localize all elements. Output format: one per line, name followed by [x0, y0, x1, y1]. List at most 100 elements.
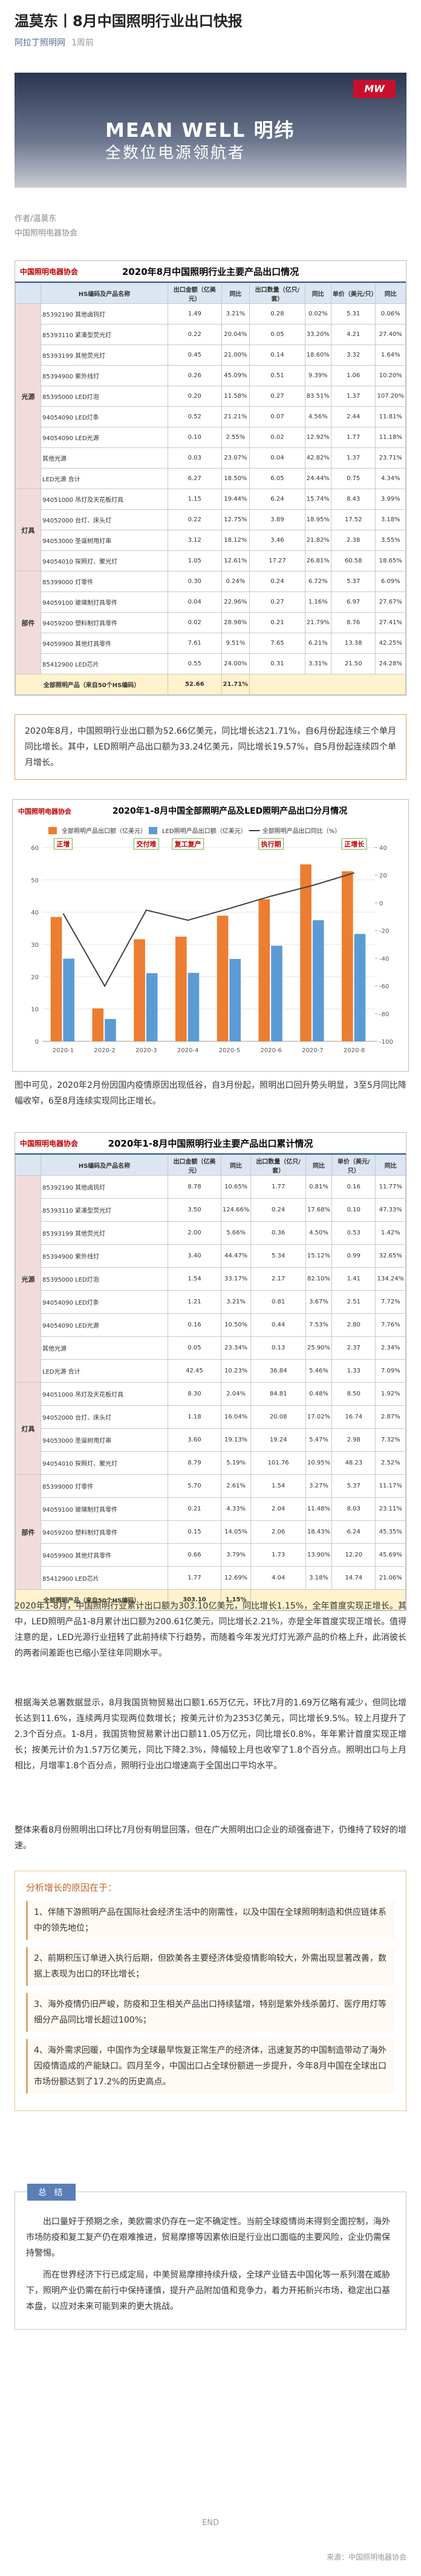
cell: 2.38 — [330, 530, 376, 551]
row: LED光源 合计 42.45 10.23% 36.84 5.46% 1.33 7.09% — [16, 1359, 406, 1383]
cell: 0.27 — [249, 386, 305, 407]
cell: 1.54 — [250, 1474, 306, 1498]
banner[interactable]: MW MEAN WELL 明纬 全数位电源领航者 — [15, 73, 406, 188]
cell: 24.00% — [221, 653, 250, 674]
cell: 85392190 其他卤钨灯 — [41, 303, 168, 324]
row: 85393110 紧凑型荧光灯 0.22 20.04% 0.05 33.20% 4.21 2… — [16, 324, 406, 345]
legend-label: LED照明产品出口额（亿美元） — [162, 827, 247, 835]
y2-tick-label: 0 — [379, 900, 383, 907]
cell: 0.66 — [168, 1543, 221, 1567]
x-tick-label: 2020-8 — [344, 1047, 365, 1054]
bar — [300, 864, 312, 1041]
row: 85395000 LED灯泡 0.20 11.58% 0.27 83.51% 1.37 10… — [16, 386, 406, 407]
cell: 1.21 — [168, 1290, 221, 1314]
cell: 94053000 圣诞树用灯串 — [41, 1428, 168, 1452]
bar — [354, 934, 366, 1041]
cell: 11.77% — [375, 1175, 406, 1199]
cell: 1.18 — [168, 1405, 221, 1429]
cell: 94059900 其他灯具零件 — [41, 1543, 168, 1567]
cell: 94054090 LED光源 — [41, 427, 168, 448]
row: 部件 85399000 灯零件 5.70 2.61% 1.54 3.27% 5.37 11.1… — [15, 1474, 406, 1590]
annotation: 执行期 — [261, 840, 281, 848]
row: 94059100 玻璃制灯具零件 0.04 22.96% 0.27 1.16% 6.97 2… — [16, 591, 406, 613]
y2-tick-label: -80 — [379, 1011, 389, 1018]
cell: 6.97 — [330, 591, 376, 613]
cell: 94054090 LED灯条 — [41, 1290, 168, 1314]
cell: 3.55% — [375, 530, 406, 551]
cell: 27.67% — [375, 591, 406, 613]
y-tick-label: 50 — [31, 877, 39, 884]
cell: 2.17 — [250, 1267, 306, 1291]
group-cell: 光源 — [15, 1175, 41, 1383]
cell: 26.81% — [304, 550, 331, 572]
cell: 4.04 — [250, 1566, 306, 1590]
row: 85394900 紫外线灯 3.40 44.47% 5.34 15.12% 0.99 32.… — [16, 1244, 406, 1268]
cell: 4.34% — [375, 468, 406, 489]
line — [62, 872, 354, 987]
cell: 16.04% — [220, 1405, 252, 1429]
analysis: 分析增长的原因在于： 1、伴随下游照明产品在国际社会经济生活中的刚需性，以及中国… — [15, 1871, 406, 2111]
cell: 0.31 — [249, 653, 305, 674]
cell: 85395000 LED灯泡 — [41, 386, 168, 407]
cell: 9.51% — [221, 633, 250, 654]
cell: 0.21 — [249, 612, 305, 633]
cell: 0.36 — [250, 1221, 306, 1245]
cell: 1.54 — [168, 1267, 221, 1291]
y2-tick-label: 40 — [379, 845, 387, 852]
cell: 1.64% — [375, 344, 406, 366]
bar — [342, 871, 353, 1041]
annotation: 交付难 — [136, 840, 156, 848]
annotation-box — [53, 838, 73, 850]
cell: 6.24 — [331, 1520, 376, 1544]
cell: 1.15 — [168, 489, 222, 510]
x-tick-label: 2020-2 — [94, 1047, 115, 1054]
cell: 33.17% — [220, 1267, 252, 1291]
cell: 2.52% — [375, 1451, 406, 1475]
annotation: 复工复产 — [174, 840, 201, 848]
analysis-heading: 分析增长的原因在于： — [26, 1882, 117, 1893]
conclusion-tag: 总 结 — [27, 2184, 76, 2201]
cell: 1.16% — [304, 591, 331, 613]
source[interactable]: 阿拉丁照明网 — [15, 38, 65, 48]
cell: 7.72% — [375, 1290, 406, 1314]
y-tick-label: 0 — [35, 1039, 39, 1046]
cell: 85393110 紧凑型荧光灯 — [41, 324, 168, 345]
cell: 21.50 — [330, 653, 376, 674]
cell: 48.23 — [331, 1451, 376, 1475]
bar — [217, 915, 229, 1041]
cell: 1.06 — [330, 365, 376, 386]
cell: 2.00 — [168, 1221, 221, 1245]
author-name: 作者/温莫东 — [15, 214, 57, 223]
cell: 94052000 台灯、床头灯 — [41, 509, 168, 530]
cell: 94051000 吊灯及天花板灯具 — [41, 489, 168, 510]
header-cell — [15, 283, 41, 304]
cell: 3.21% — [221, 303, 250, 324]
cell: 85393199 其他荧光灯 — [41, 344, 168, 366]
total-label: 全部照明产品（来自50个HS编码） — [15, 674, 168, 695]
bar — [50, 917, 62, 1041]
cell: 8.43 — [330, 489, 376, 510]
cell: 7.09% — [375, 1359, 406, 1383]
cell: 24.28% — [375, 653, 406, 674]
legend-label: 全部照明产品出口额（亿美元） — [62, 827, 146, 835]
cell: 11.17% — [375, 1474, 406, 1498]
row: 94059900 其他灯具零件 0.66 3.79% 1.73 13.90% 12.20 4… — [16, 1543, 406, 1567]
cell: 85399000 灯零件 — [41, 571, 168, 592]
cell: 13.90% — [305, 1543, 333, 1567]
conclusion-text: 而在世界经济下行已成定局，中美贸易摩擦持续升级，全球产业链去中国化等一系列潜在威… — [26, 2270, 390, 2311]
annotation: 正增 — [56, 840, 70, 848]
chart-title: 2020年1-8月中国全部照明产品及LED照明产品出口分月情况 — [113, 806, 347, 816]
cell: 18.50% — [221, 468, 250, 489]
banner-logo: MW — [353, 80, 396, 98]
cell: 23.71% — [375, 447, 406, 469]
banner-line: MEAN WELL 明纬 — [105, 119, 295, 142]
cell: 4.33% — [220, 1497, 252, 1521]
cell: 27.40% — [375, 324, 406, 345]
row: 灯具 94051000 吊灯及天花板灯具 8.30 2.04% 84.81 0.48% 8.… — [15, 1382, 406, 1475]
cell: LED光源 合计 — [41, 468, 168, 489]
row: 94054090 LED光源 0.10 2.55% 0.02 12.92% 1.77 11.… — [16, 427, 406, 448]
cell: 6.05 — [249, 468, 305, 489]
cell: 4.50% — [305, 1221, 333, 1245]
header-cell: 同比 — [305, 1155, 333, 1176]
y-tick-label: 20 — [31, 974, 39, 981]
